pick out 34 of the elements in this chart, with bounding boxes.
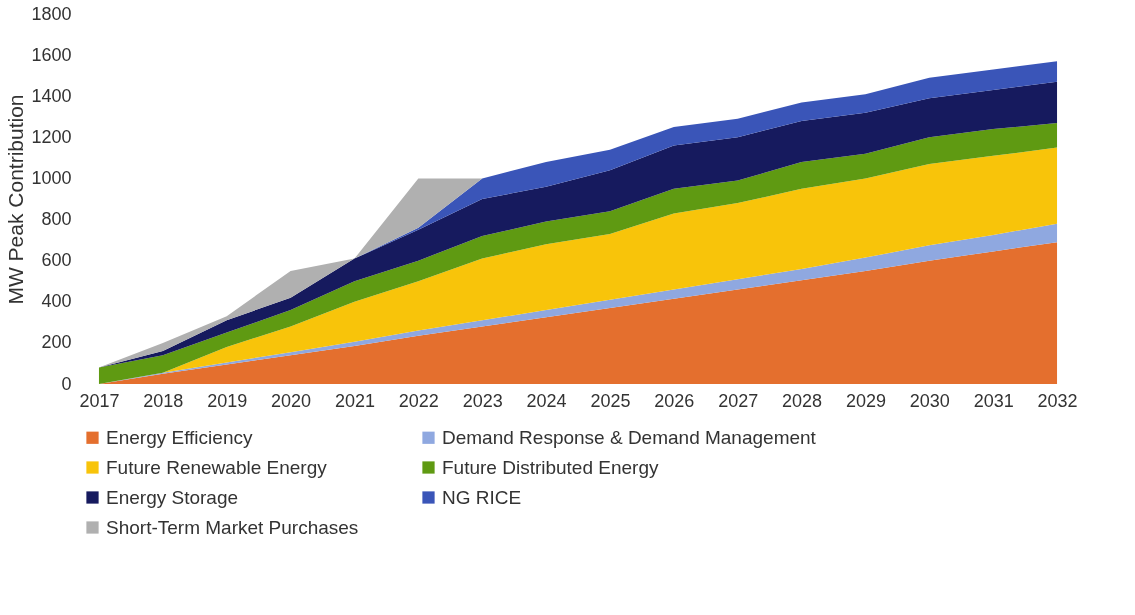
legend-label: NG RICE <box>442 486 522 508</box>
x-tick-label: 2018 <box>143 390 184 411</box>
x-tick-label: 2021 <box>334 390 375 411</box>
x-tick-label: 2031 <box>973 390 1014 411</box>
y-axis-title: MW Peak Contribution <box>4 94 28 305</box>
legend-label: Demand Response & Demand Management <box>442 426 817 448</box>
y-tick-label: 1400 <box>31 85 72 106</box>
legend-label: Energy Storage <box>106 486 239 508</box>
x-tick-label: 2026 <box>654 390 695 411</box>
y-tick-label: 1800 <box>31 3 72 24</box>
x-tick-label: 2025 <box>590 390 631 411</box>
x-tick-label: 2022 <box>398 390 439 411</box>
y-tick-label: 1200 <box>31 126 72 147</box>
legend-label: Short-Term Market Purchases <box>106 516 359 538</box>
x-tick-label: 2027 <box>718 390 759 411</box>
y-tick-label: 600 <box>41 250 72 271</box>
x-tick-label: 2024 <box>526 390 567 411</box>
x-tick-label: 2019 <box>207 390 248 411</box>
y-tick-label: 400 <box>41 291 72 312</box>
x-tick-label: 2028 <box>782 390 823 411</box>
y-tick-label: 200 <box>41 332 72 353</box>
legend-label: Future Renewable Energy <box>106 456 328 478</box>
y-tick-label: 0 <box>61 373 72 394</box>
y-tick-label: 1000 <box>31 167 72 188</box>
legend-label: Energy Efficiency <box>106 426 253 448</box>
y-tick-label: 800 <box>41 209 72 230</box>
x-tick-label: 2017 <box>79 390 120 411</box>
x-tick-label: 2032 <box>1037 390 1078 411</box>
legend-label: Future Distributed Energy <box>442 456 659 478</box>
x-tick-label: 2020 <box>271 390 312 411</box>
x-tick-label: 2029 <box>845 390 886 411</box>
x-tick-label: 2030 <box>909 390 950 411</box>
y-tick-label: 1600 <box>31 44 72 65</box>
x-tick-label: 2023 <box>462 390 503 411</box>
